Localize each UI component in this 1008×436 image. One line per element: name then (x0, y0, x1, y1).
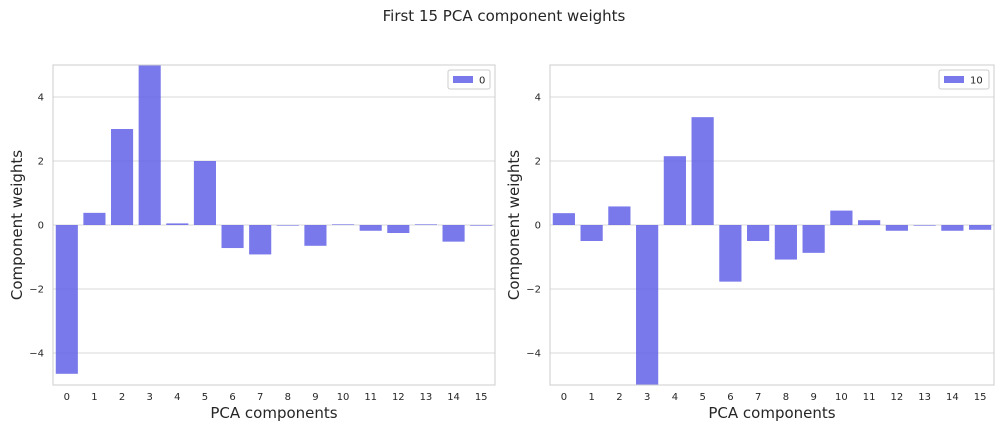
bar-6 (221, 225, 244, 249)
y-tick-label: 0 (535, 221, 541, 232)
bar-9 (304, 225, 327, 246)
bar-7 (747, 225, 770, 241)
legend-swatch (944, 76, 964, 83)
y-tick-label: 2 (38, 157, 44, 168)
x-tick-label: 8 (783, 392, 789, 403)
x-tick-label: 10 (835, 392, 848, 403)
x-axis-label: PCA components (210, 404, 337, 422)
bar-0 (55, 225, 78, 374)
y-tick-label: 4 (38, 93, 44, 104)
bar-8 (774, 225, 797, 260)
y-tick-label: 2 (535, 157, 541, 168)
bar-0 (552, 213, 575, 225)
x-tick-label: 9 (312, 392, 318, 403)
x-tick-label: 5 (202, 392, 208, 403)
y-tick-label: 4 (535, 93, 541, 104)
legend-entry: 0 (479, 76, 485, 87)
x-tick-label: 13 (918, 392, 931, 403)
bar-15 (470, 225, 493, 226)
legend: 10 (938, 69, 990, 90)
x-tick-label: 0 (561, 392, 567, 403)
y-axis-label: Component weights (505, 150, 523, 300)
x-tick-label: 9 (810, 392, 816, 403)
x-tick-label: 11 (863, 392, 876, 403)
x-tick-label: 14 (447, 392, 460, 403)
bar-3 (138, 65, 161, 225)
y-tick-label: −4 (526, 349, 541, 360)
bar-5 (691, 117, 714, 225)
y-tick-label: −2 (526, 285, 541, 296)
bar-5 (193, 161, 216, 225)
x-tick-label: 6 (229, 392, 235, 403)
bar-8 (276, 225, 299, 226)
bar-11 (858, 220, 881, 225)
x-tick-label: 12 (392, 392, 405, 403)
figure-title: First 15 PCA component weights (383, 7, 626, 25)
bar-15 (969, 225, 992, 230)
x-tick-label: 4 (672, 392, 678, 403)
x-tick-label: 7 (257, 392, 263, 403)
bar-10 (830, 210, 853, 225)
bar-1 (83, 212, 106, 225)
legend: 0 (447, 69, 491, 90)
x-tick-label: 8 (285, 392, 291, 403)
bar-4 (663, 156, 686, 225)
bar-10 (332, 224, 355, 225)
bar-1 (580, 225, 603, 241)
x-tick-label: 1 (588, 392, 594, 403)
bar-13 (913, 225, 936, 226)
legend-entry: 10 (970, 76, 983, 87)
x-tick-label: 5 (699, 392, 705, 403)
x-tick-label: 4 (174, 392, 180, 403)
bar-14 (442, 225, 465, 242)
bar-12 (885, 225, 908, 231)
x-axis-label: PCA components (708, 404, 835, 422)
x-tick-label: 0 (64, 392, 70, 403)
bar-6 (719, 225, 742, 282)
bar-14 (941, 225, 964, 231)
bar-12 (387, 225, 410, 233)
bar-2 (608, 206, 631, 225)
bar-11 (359, 225, 382, 231)
x-tick-label: 13 (420, 392, 433, 403)
x-tick-label: 3 (147, 392, 153, 403)
y-axis-label: Component weights (8, 150, 26, 300)
x-tick-label: 12 (891, 392, 904, 403)
y-tick-label: −4 (29, 349, 44, 360)
bar-4 (166, 223, 189, 225)
bar-7 (249, 225, 272, 255)
x-tick-label: 15 (974, 392, 987, 403)
axes-frame (52, 64, 496, 386)
y-tick-label: 0 (38, 221, 44, 232)
x-tick-label: 2 (616, 392, 622, 403)
x-tick-label: 3 (644, 392, 650, 403)
bar-3 (636, 225, 659, 385)
x-tick-label: 11 (364, 392, 377, 403)
bar-13 (414, 224, 437, 225)
y-tick-label: −2 (29, 285, 44, 296)
legend-swatch (453, 76, 473, 83)
axes-frame (549, 64, 995, 386)
x-tick-label: 2 (119, 392, 125, 403)
x-tick-label: 14 (946, 392, 959, 403)
x-tick-label: 15 (475, 392, 488, 403)
x-tick-label: 7 (755, 392, 761, 403)
x-tick-label: 6 (727, 392, 733, 403)
bar-9 (802, 225, 825, 253)
bar-2 (111, 129, 134, 225)
x-tick-label: 10 (337, 392, 350, 403)
x-tick-label: 1 (91, 392, 97, 403)
